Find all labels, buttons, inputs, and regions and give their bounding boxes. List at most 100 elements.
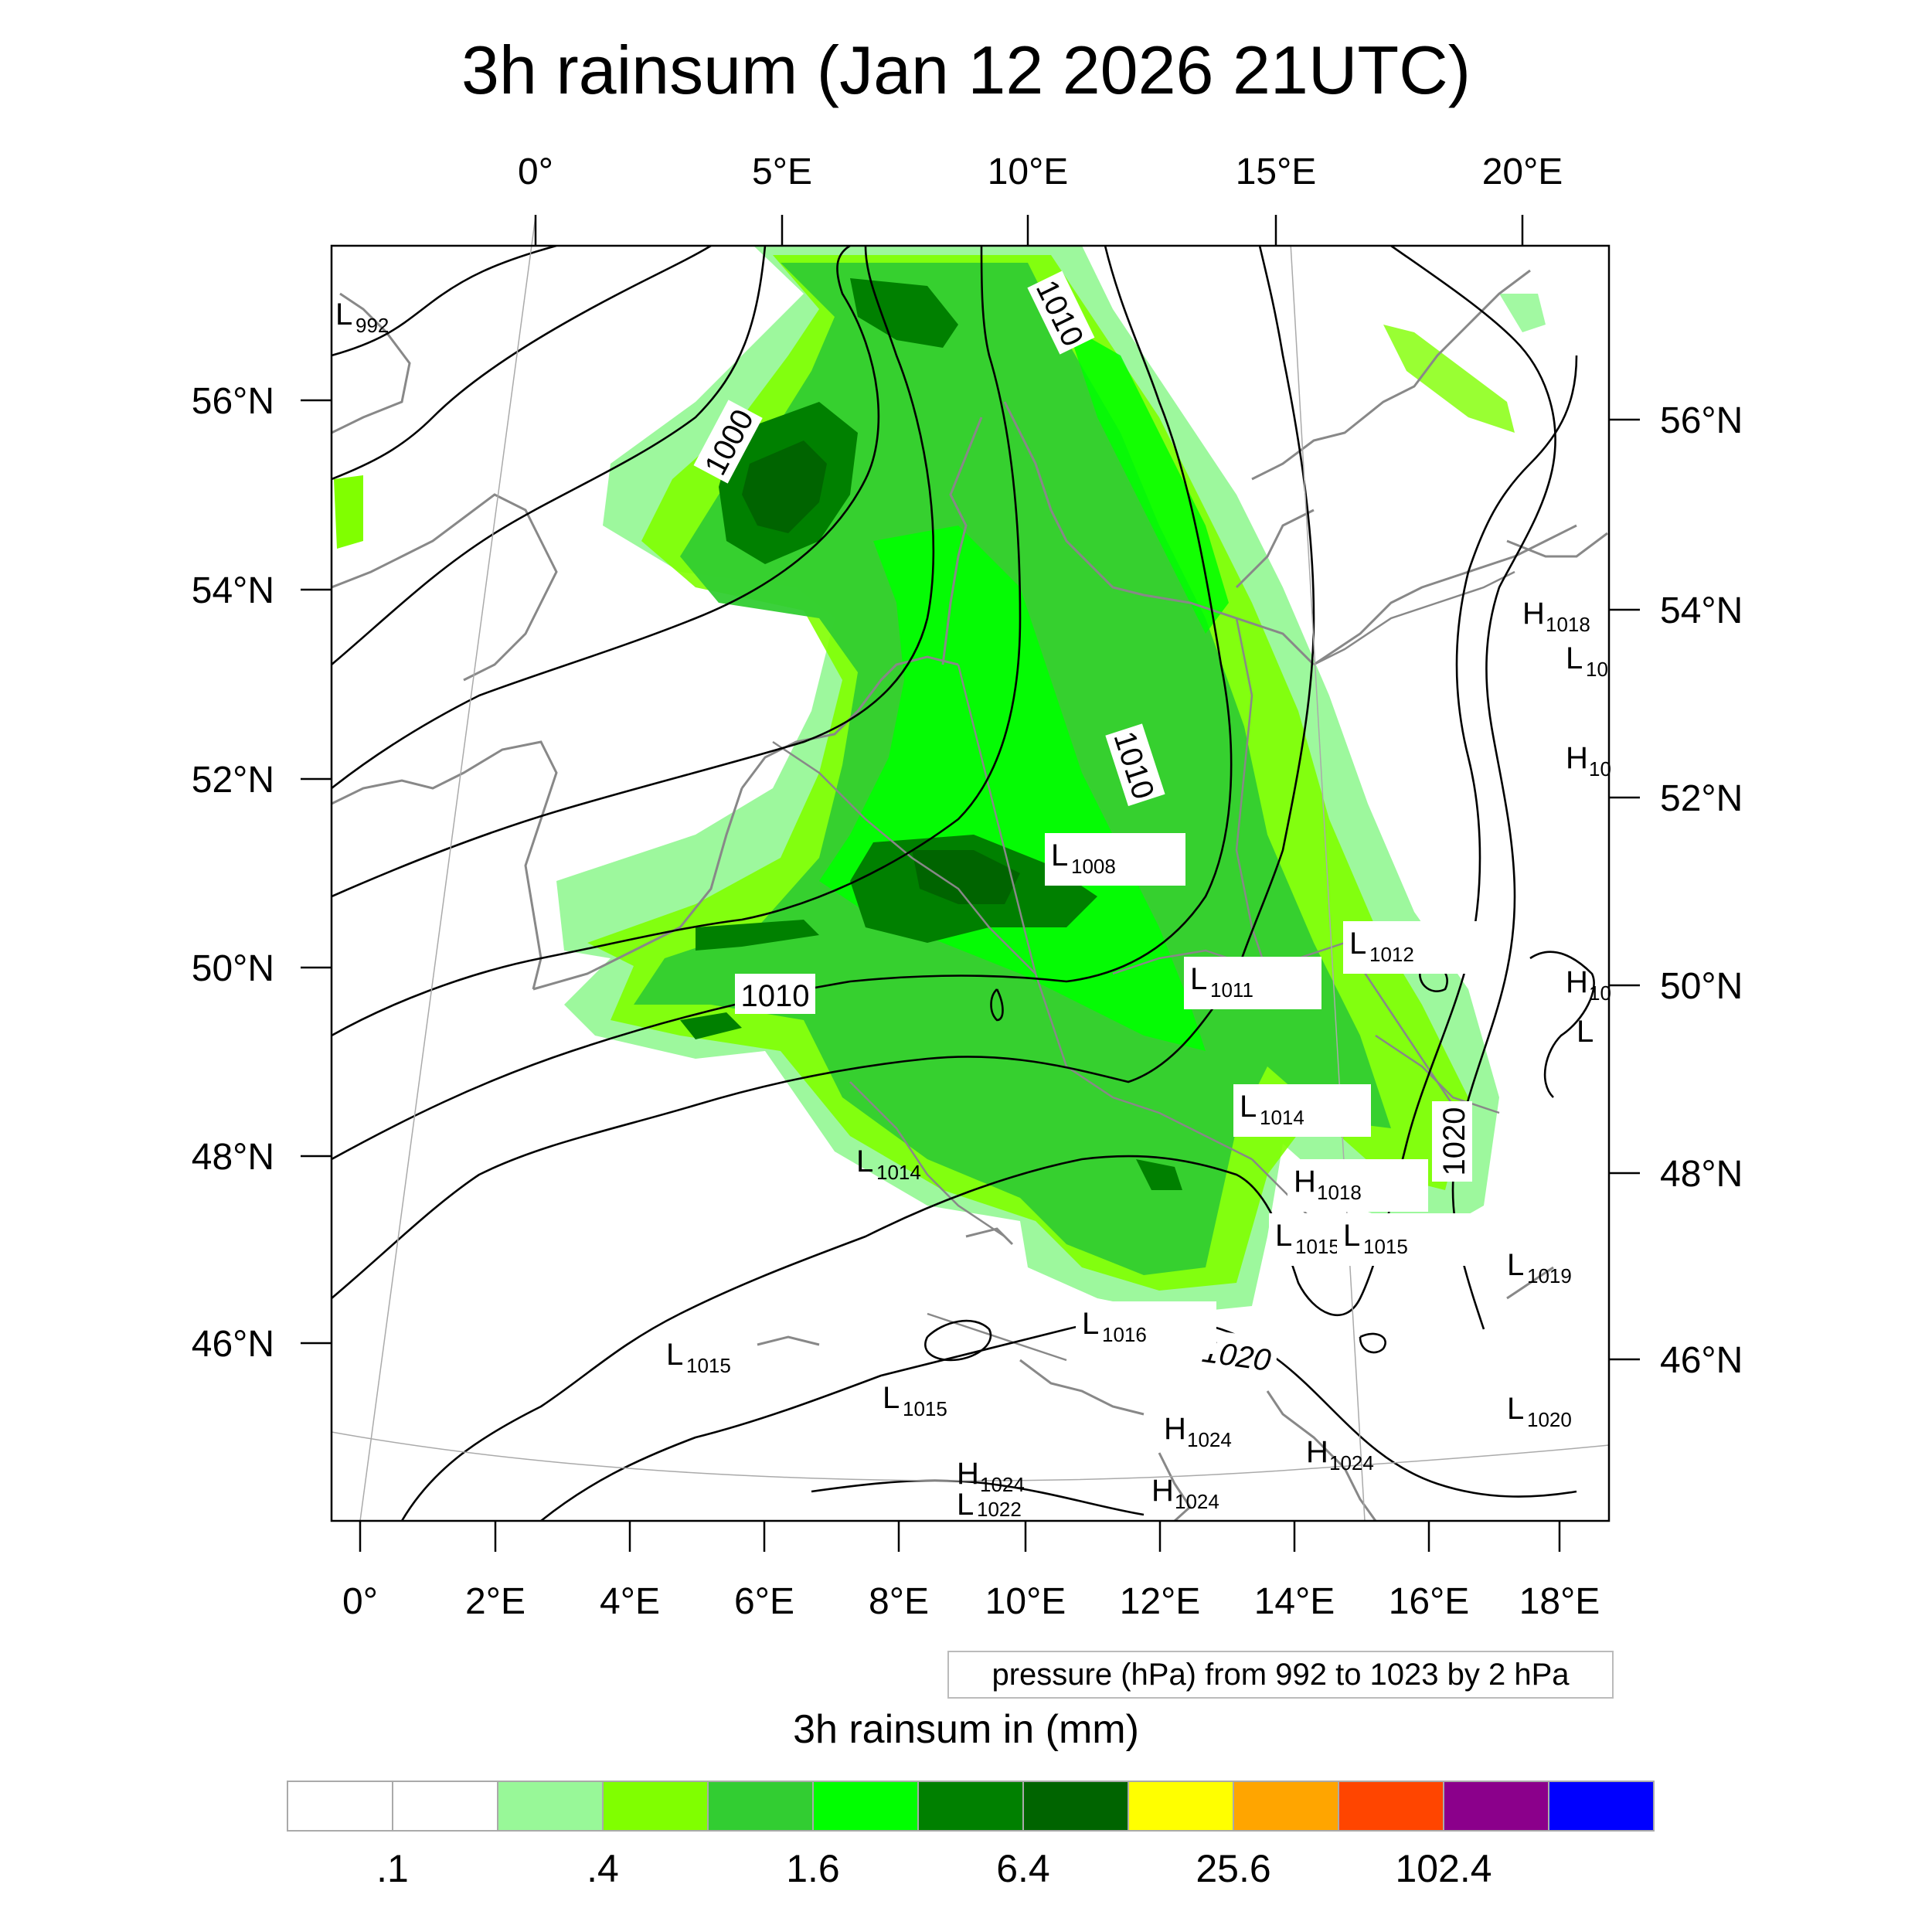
pressure-center-value: 1024 [1187,1428,1232,1451]
left-lat-label: 46°N [192,1324,274,1365]
isobars [332,246,1595,1521]
pressure-center-value: 1015 [903,1397,947,1420]
precip-core-dark-2 [742,440,827,533]
top-lon-label: 5°E [752,151,812,192]
country-borders [772,570,1515,1362]
pressure-center-letter: H [1306,1435,1328,1469]
pressure-center-value: 10 [1586,658,1608,681]
bottom-lon-label: 2°E [465,1581,526,1622]
precip-edge-west [334,475,363,549]
top-lon-label: 0° [518,151,553,192]
colorbar-swatch [707,1781,814,1832]
pressure-center-letter: L [856,1145,873,1179]
colorbar-tick-label: 1.6 [786,1847,840,1890]
bottom-lon-label: 0° [342,1581,378,1622]
colorbar-tick-label: 25.6 [1196,1847,1270,1890]
colorbar-swatch [1128,1781,1234,1832]
precip-core-dark-5 [850,278,958,348]
pressure-center-letter: L [1051,838,1068,872]
pressure-center-letter: H [1566,965,1588,999]
colorbar-tick-label: .4 [587,1847,619,1890]
pressure-center-letter: L [883,1381,900,1415]
pressure-center-letter: L [957,1488,974,1522]
right-lat-label: 56°N [1660,400,1743,441]
colorbar-tick-label: .1 [376,1847,409,1890]
graticule [332,216,1609,1522]
left-lat-label: 52°N [192,760,274,801]
pressure-center-value: 1024 [980,1473,1025,1496]
colorbar-swatch [812,1781,919,1832]
bottom-lon-label: 12°E [1120,1581,1201,1622]
pressure-center-letter: L [1507,1248,1524,1282]
pressure-center-letter: H [1164,1412,1186,1446]
pressure-center-letter: L [1240,1090,1257,1124]
colorbar-swatch [287,1781,393,1832]
right-lat-label: 48°N [1660,1154,1743,1195]
pressure-center-value: 10 [1589,757,1611,781]
right-lat-label: 54°N [1660,590,1743,631]
map-title: 3h rainsum (Jan 12 2026 21UTC) [461,32,1471,108]
pressure-center-letter: L [1082,1307,1099,1341]
precip-band-east-2 [1383,325,1515,433]
right-lat-label: 52°N [1660,778,1743,819]
pressure-center-letter: L [1577,1015,1594,1049]
contour-info-note: pressure (hPa) from 992 to 1023 by 2 hPa [947,1651,1614,1699]
bottom-lon-label: 10°E [985,1581,1066,1622]
contour-label: 1010 [741,979,810,1013]
pressure-center-letter: H [1522,597,1545,631]
pressure-center-value: 10 [1589,981,1611,1005]
left-lat-label: 56°N [192,381,274,422]
pressure-center-value: 1016 [1102,1323,1147,1346]
precip-streak-1 [696,920,819,951]
colorbar-labels: .1 .4 1.6 6.4 25.6 102.4 [376,1847,1492,1890]
pressure-center-value: 1015 [1363,1235,1408,1258]
bottom-lon-label: 16°E [1389,1581,1470,1622]
top-lon-label: 15°E [1236,151,1317,192]
pressure-center-letter: H [1294,1165,1316,1199]
top-lon-label: 20°E [1482,151,1563,192]
precip-streak-2 [680,1012,742,1039]
colorbar-swatch [917,1781,1024,1832]
left-lat-label: 54°N [192,570,274,611]
bottom-lon-label: 14°E [1254,1581,1335,1622]
pressure-center-value: 1024 [1329,1451,1374,1475]
colorbar-swatch [1022,1781,1129,1832]
colorbar-swatch [1338,1781,1444,1832]
colorbar-swatch [497,1781,604,1832]
pressure-center-value: 1015 [1295,1235,1340,1258]
colorbar-swatch [392,1781,498,1832]
colorbar [287,1781,1655,1832]
precip-core-dark-4 [912,850,1020,904]
left-lat-label: 48°N [192,1137,274,1178]
pressure-center-letter: H [1151,1474,1174,1508]
pressure-centers: L 992 H 1018 L 10 H 10 L 1008 L [335,298,1611,1522]
axis-ticks [301,215,1640,1552]
bottom-lon-label: 8°E [869,1581,929,1622]
pressure-center-letter: L [335,298,352,332]
colorbar-tick-label: 102.4 [1395,1847,1492,1890]
pressure-center-value: 1018 [1546,613,1590,636]
colorbar-swatch [1443,1781,1549,1832]
pressure-center-letter: L [1190,962,1207,996]
pressure-center-value: 1024 [1175,1490,1219,1513]
bottom-lon-label: 6°E [734,1581,794,1622]
precip-band-lime-2 [1066,325,1229,634]
pressure-center-value: 1015 [686,1354,731,1377]
bottom-lon-label: 4°E [600,1581,660,1622]
colorbar-tick-label: 6.4 [996,1847,1050,1890]
pressure-center-value: 1019 [1527,1264,1572,1287]
right-lat-label: 46°N [1660,1340,1743,1381]
right-lat-label: 50°N [1660,966,1743,1007]
plot-frame [330,244,1611,1522]
colorbar-swatch [602,1781,709,1832]
coastlines [332,269,1608,1521]
pressure-center-value: 1014 [876,1161,921,1184]
pressure-center-value: 1018 [1317,1181,1362,1204]
pressure-center-value: 992 [355,314,389,337]
pressure-center-letter: L [1343,1219,1360,1253]
pressure-center-value: 1011 [1210,978,1253,1002]
pressure-center-value: 1008 [1071,855,1116,878]
pressure-center-letter: L [1566,641,1583,675]
